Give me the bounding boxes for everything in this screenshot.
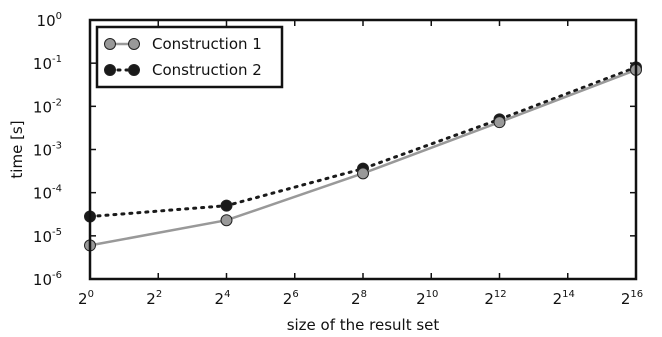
x-tick-label-base: 2	[351, 290, 361, 308]
y-tick-label: 10-3	[33, 141, 62, 160]
x-tick-label-exponent: 8	[361, 289, 367, 300]
legend-marker	[128, 38, 140, 50]
x-tick-label-base: 2	[215, 290, 225, 308]
y-tick-label-base: 10	[33, 271, 52, 289]
y-tick-label: 10-4	[33, 184, 62, 203]
y-tick-label-exponent: -1	[52, 54, 62, 65]
y-tick-label-exponent: -4	[52, 184, 62, 195]
x-tick-label: 26	[283, 289, 299, 308]
y-tick-label-base: 10	[37, 12, 56, 30]
y-axis-label: time [s]	[8, 120, 26, 178]
x-tick-label-base: 2	[146, 290, 156, 308]
legend-marker	[104, 64, 116, 76]
legend-label: Construction 2	[152, 61, 262, 79]
data-point	[220, 199, 233, 212]
data-point	[220, 214, 233, 227]
x-tick-label-exponent: 4	[224, 289, 230, 300]
y-tick-label-exponent: -3	[52, 141, 62, 152]
y-tick-label-base: 10	[33, 98, 52, 116]
y-tick-label-base: 10	[33, 185, 52, 203]
x-tick-label-base: 2	[553, 290, 563, 308]
data-point	[357, 167, 369, 180]
plot-area-frame	[88, 18, 638, 281]
legend-item: Construction 2	[104, 61, 262, 79]
y-tick-label-exponent: -5	[52, 227, 62, 238]
data-point	[493, 116, 506, 129]
legend: Construction 1 Construction 2	[95, 25, 284, 89]
legend-box	[95, 25, 284, 89]
y-tick-label-exponent: -6	[52, 270, 62, 281]
x-tick-label: 214	[553, 289, 575, 308]
y-tick-label: 10-1	[33, 54, 62, 73]
legend-marker	[128, 64, 140, 76]
x-tick-label: 24	[215, 289, 231, 308]
x-tick-label: 212	[484, 289, 506, 308]
x-tick-label-base: 2	[621, 290, 631, 308]
x-tick-label-base: 2	[283, 290, 293, 308]
y-tick-label-base: 10	[33, 55, 52, 73]
y-tick-label-exponent: 0	[56, 11, 62, 22]
legend-label: Construction 1	[152, 35, 262, 53]
x-tick-label: 28	[351, 289, 367, 308]
y-tick-label: 10-2	[33, 97, 62, 116]
x-tick-label-exponent: 12	[494, 289, 507, 300]
x-tick-label: 20	[78, 289, 94, 308]
x-tick-label-base: 2	[416, 290, 426, 308]
series-line	[89, 68, 637, 247]
x-tick-label: 22	[146, 289, 162, 308]
y-tick-label: 10-5	[33, 227, 62, 246]
x-tick-label-exponent: 6	[292, 289, 298, 300]
series-layer	[84, 61, 642, 252]
x-tick-label-exponent: 0	[88, 289, 94, 300]
x-tick-label-base: 2	[484, 290, 494, 308]
x-tick-label-exponent: 10	[426, 289, 439, 300]
series-line	[88, 65, 638, 219]
y-tick-label-base: 10	[33, 142, 52, 160]
x-tick-label-exponent: 14	[562, 289, 575, 300]
x-axis-label: size of the result set	[287, 316, 440, 334]
x-tick-label: 216	[621, 289, 643, 308]
series-1	[84, 63, 642, 252]
x-tick-label-base: 2	[78, 290, 88, 308]
x-tick-label-exponent: 2	[156, 289, 162, 300]
y-tick-label: 10-6	[33, 270, 62, 289]
legend-item: Construction 1	[104, 35, 262, 53]
y-tick-label-base: 10	[33, 228, 52, 246]
y-tick-label: 100	[37, 11, 62, 30]
legend-marker	[104, 38, 116, 50]
x-tick-label-exponent: 16	[630, 289, 643, 300]
y-tick-label-exponent: -2	[52, 97, 62, 108]
x-tick-label: 210	[416, 289, 438, 308]
